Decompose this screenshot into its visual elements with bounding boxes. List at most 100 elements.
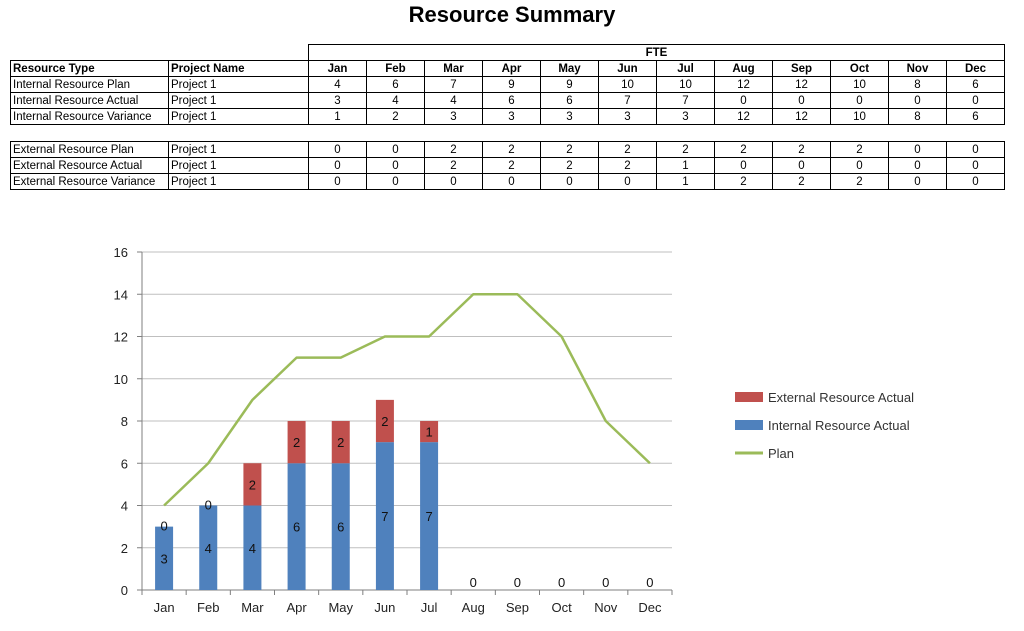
value-cell: 2 bbox=[656, 141, 715, 158]
x-tick-label: May bbox=[328, 600, 353, 615]
y-tick-label: 8 bbox=[121, 414, 128, 429]
bar-internal-actual bbox=[375, 442, 394, 590]
x-tick-label: Feb bbox=[197, 600, 219, 615]
page-title: Resource Summary bbox=[408, 2, 616, 27]
value-cell: 7 bbox=[656, 92, 715, 109]
y-tick-label: 10 bbox=[114, 372, 128, 387]
bar-data-label: 2 bbox=[249, 477, 256, 492]
x-tick-label: Jul bbox=[421, 600, 438, 615]
value-cell: 0 bbox=[946, 173, 1005, 190]
value-cell: 2 bbox=[540, 157, 599, 174]
value-cell: 0 bbox=[714, 157, 773, 174]
bar-data-label: 7 bbox=[425, 509, 432, 524]
bar-data-label: 6 bbox=[293, 520, 300, 535]
fte-label: FTE bbox=[308, 44, 1005, 61]
value-cell: 0 bbox=[888, 157, 947, 174]
value-cell: 2 bbox=[482, 157, 541, 174]
value-cell: 2 bbox=[424, 141, 483, 158]
project-name-cell: Project 1 bbox=[168, 76, 309, 93]
value-cell: 10 bbox=[656, 76, 715, 93]
legend-label: Plan bbox=[768, 446, 794, 461]
legend-label: Internal Resource Actual bbox=[768, 418, 910, 433]
value-cell: 0 bbox=[308, 173, 367, 190]
value-cell: 2 bbox=[366, 108, 425, 125]
value-cell: 9 bbox=[540, 76, 599, 93]
y-tick-label: 2 bbox=[121, 541, 128, 556]
value-cell: 6 bbox=[946, 76, 1005, 93]
value-cell: 3 bbox=[424, 108, 483, 125]
month-header: Jan bbox=[308, 60, 367, 77]
value-cell: 0 bbox=[946, 157, 1005, 174]
value-cell: 2 bbox=[482, 141, 541, 158]
bar-internal-actual bbox=[243, 505, 262, 590]
value-cell: 3 bbox=[598, 108, 657, 125]
internal-resource-table: FTE Resource Type Project Name Jan Feb Mar… bbox=[10, 44, 1005, 125]
column-header-row: Resource Type Project Name Jan Feb Mar Apr M… bbox=[10, 60, 1005, 77]
value-cell: 0 bbox=[830, 92, 889, 109]
value-cell: 12 bbox=[772, 76, 831, 93]
value-cell: 8 bbox=[888, 76, 947, 93]
value-cell: 7 bbox=[424, 76, 483, 93]
value-cell: 0 bbox=[540, 173, 599, 190]
x-tick-label: Jan bbox=[154, 600, 175, 615]
bar-data-label: 2 bbox=[381, 414, 388, 429]
value-cell: 10 bbox=[598, 76, 657, 93]
legend-swatch bbox=[735, 392, 763, 402]
x-tick-label: Mar bbox=[241, 600, 264, 615]
bar-internal-actual bbox=[287, 463, 306, 590]
bar-data-label: 1 bbox=[425, 425, 432, 440]
value-cell: 0 bbox=[598, 173, 657, 190]
bar-data-label: 4 bbox=[205, 541, 212, 556]
value-cell: 2 bbox=[772, 141, 831, 158]
resource-type-header: Resource Type bbox=[10, 60, 169, 77]
bar-data-label: 4 bbox=[249, 541, 256, 556]
x-tick-label: Nov bbox=[594, 600, 618, 615]
resource-type-cell: Internal Resource Actual bbox=[10, 92, 169, 109]
value-cell: 0 bbox=[830, 157, 889, 174]
value-cell: 6 bbox=[366, 76, 425, 93]
project-name-header: Project Name bbox=[168, 60, 309, 77]
value-cell: 12 bbox=[772, 108, 831, 125]
y-tick-label: 16 bbox=[114, 245, 128, 260]
value-cell: 0 bbox=[714, 92, 773, 109]
month-header: May bbox=[540, 60, 599, 77]
value-cell: 2 bbox=[540, 141, 599, 158]
bar-external-actual bbox=[331, 421, 350, 464]
legend-swatch bbox=[735, 420, 763, 430]
value-cell: 0 bbox=[772, 92, 831, 109]
y-tick-label: 12 bbox=[114, 330, 128, 345]
bar-internal-actual bbox=[420, 442, 439, 590]
bar-data-label: 0 bbox=[514, 575, 521, 590]
value-cell: 10 bbox=[830, 108, 889, 125]
month-header: Jul bbox=[656, 60, 715, 77]
value-cell: 1 bbox=[656, 157, 715, 174]
month-header: Dec bbox=[946, 60, 1005, 77]
bar-external-actual bbox=[243, 463, 262, 506]
month-header: Oct bbox=[830, 60, 889, 77]
resource-type-cell: External Resource Variance bbox=[10, 173, 169, 190]
value-cell: 2 bbox=[830, 141, 889, 158]
month-header: Mar bbox=[424, 60, 483, 77]
bar-data-label: 7 bbox=[381, 509, 388, 524]
value-cell: 6 bbox=[482, 92, 541, 109]
value-cell: 0 bbox=[308, 157, 367, 174]
value-cell: 6 bbox=[540, 92, 599, 109]
value-cell: 0 bbox=[888, 173, 947, 190]
bar-data-label: 0 bbox=[558, 575, 565, 590]
value-cell: 4 bbox=[366, 92, 425, 109]
x-tick-label: Apr bbox=[286, 600, 307, 615]
x-tick-label: Aug bbox=[462, 600, 485, 615]
bar-data-label: 2 bbox=[337, 435, 344, 450]
table-row: Internal Resource Plan Project 1 4 6 7 9 9 10 10… bbox=[10, 76, 1005, 93]
month-header: Jun bbox=[598, 60, 657, 77]
month-header: Aug bbox=[714, 60, 773, 77]
bar-data-label: 3 bbox=[160, 551, 167, 566]
value-cell: 3 bbox=[656, 108, 715, 125]
value-cell: 4 bbox=[424, 92, 483, 109]
project-name-cell: Project 1 bbox=[168, 108, 309, 125]
value-cell: 3 bbox=[540, 108, 599, 125]
